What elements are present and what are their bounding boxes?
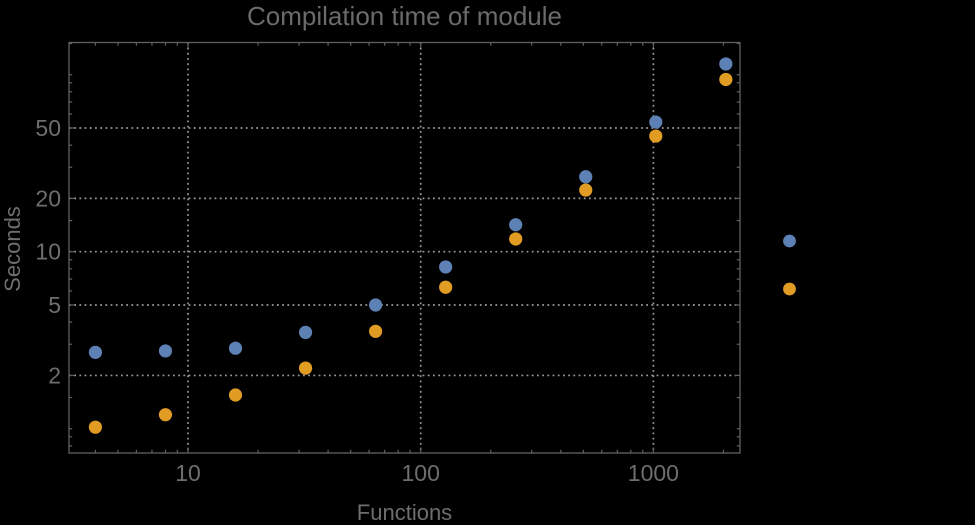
data-point-series-2-orange: [88, 420, 103, 434]
y-tick-label: 5: [48, 292, 61, 318]
data-point-series-1-blue: [509, 218, 523, 232]
data-point-series-1-blue: [439, 260, 453, 274]
data-point-series-2-orange: [369, 324, 383, 338]
x-tick-label: 100: [402, 460, 440, 486]
y-tick-label: 2: [48, 362, 61, 388]
x-axis-label: Functions: [356, 500, 453, 525]
data-point-series-2-orange: [579, 183, 593, 197]
data-point-series-2-orange: [158, 408, 173, 422]
data-point-series-1-blue: [228, 341, 243, 355]
data-point-series-1-blue: [649, 115, 663, 129]
y-tick-label: 10: [35, 239, 61, 265]
data-point-series-1-blue: [369, 298, 383, 312]
data-point-series-1-blue: [88, 345, 103, 359]
data-point-series-1-blue: [158, 344, 173, 358]
data-point-series-1-blue: [719, 57, 733, 71]
data-point-series-2-orange: [719, 72, 733, 87]
data-point-series-1-blue: [579, 170, 593, 184]
data-point-series-2-orange: [228, 388, 243, 402]
plot-frame: [68, 41, 741, 454]
data-point-series-1-blue: [298, 325, 313, 339]
y-tick-label: 20: [35, 185, 61, 211]
data-point-series-2-orange: [649, 129, 663, 143]
chart-title: Compilation time of module: [246, 1, 563, 31]
data-point-series-2-orange: [298, 361, 313, 375]
y-tick-label: 50: [35, 115, 61, 141]
x-tick-label: 1000: [628, 460, 679, 486]
x-tick-label: 10: [175, 460, 201, 486]
legend-marker-series-1-blue: [783, 234, 796, 248]
legend-marker-series-2-orange: [783, 282, 796, 296]
data-point-series-2-orange: [439, 280, 453, 294]
data-point-series-2-orange: [509, 232, 523, 246]
